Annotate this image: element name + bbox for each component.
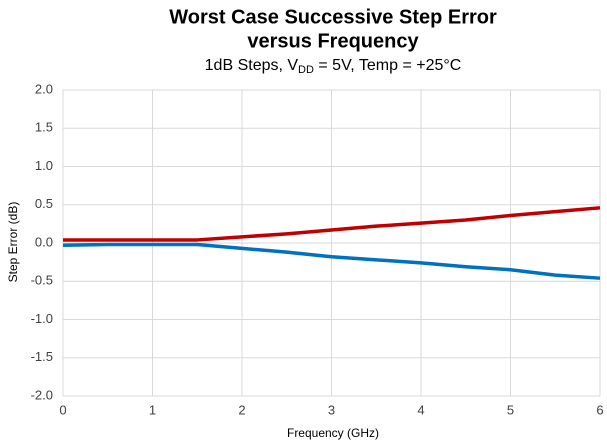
y-tick-label: -0.5 bbox=[31, 273, 53, 288]
subtitle-part: = 5V, Temp = +25°C bbox=[314, 57, 461, 74]
y-tick-label: -2.0 bbox=[31, 387, 53, 402]
y-tick-label: 1.5 bbox=[35, 120, 53, 135]
x-tick-label: 3 bbox=[328, 402, 335, 417]
chart-title: Worst Case Successive Step Error bbox=[169, 6, 497, 28]
x-tick-label: 6 bbox=[596, 402, 603, 417]
x-tick-label: 4 bbox=[417, 402, 424, 417]
subtitle-part: 1dB Steps, V bbox=[205, 57, 299, 74]
x-tick-label: 0 bbox=[59, 402, 66, 417]
data-line bbox=[62, 242, 601, 280]
y-tick-label: -1.0 bbox=[31, 311, 53, 326]
subtitle-subscript: DD bbox=[298, 64, 314, 76]
y-tick-label: 0.0 bbox=[35, 234, 53, 249]
data-line bbox=[63, 206, 601, 242]
y-tick-label: 1.0 bbox=[35, 158, 53, 173]
y-tick-label: 2.0 bbox=[35, 81, 53, 96]
y-tick-label: -1.5 bbox=[31, 349, 53, 364]
x-axis-label: Frequency (GHz) bbox=[287, 426, 379, 440]
y-tick-label: 0.5 bbox=[35, 196, 53, 211]
x-tick-label: 2 bbox=[238, 402, 245, 417]
y-axis-label: Step Error (dB) bbox=[6, 202, 20, 283]
x-tick-label: 5 bbox=[507, 402, 514, 417]
x-tick-label: 1 bbox=[149, 402, 156, 417]
chart-title: versus Frequency bbox=[247, 30, 419, 52]
chart-subtitle: 1dB Steps, VDD = 5V, Temp = +25°C bbox=[205, 57, 462, 76]
